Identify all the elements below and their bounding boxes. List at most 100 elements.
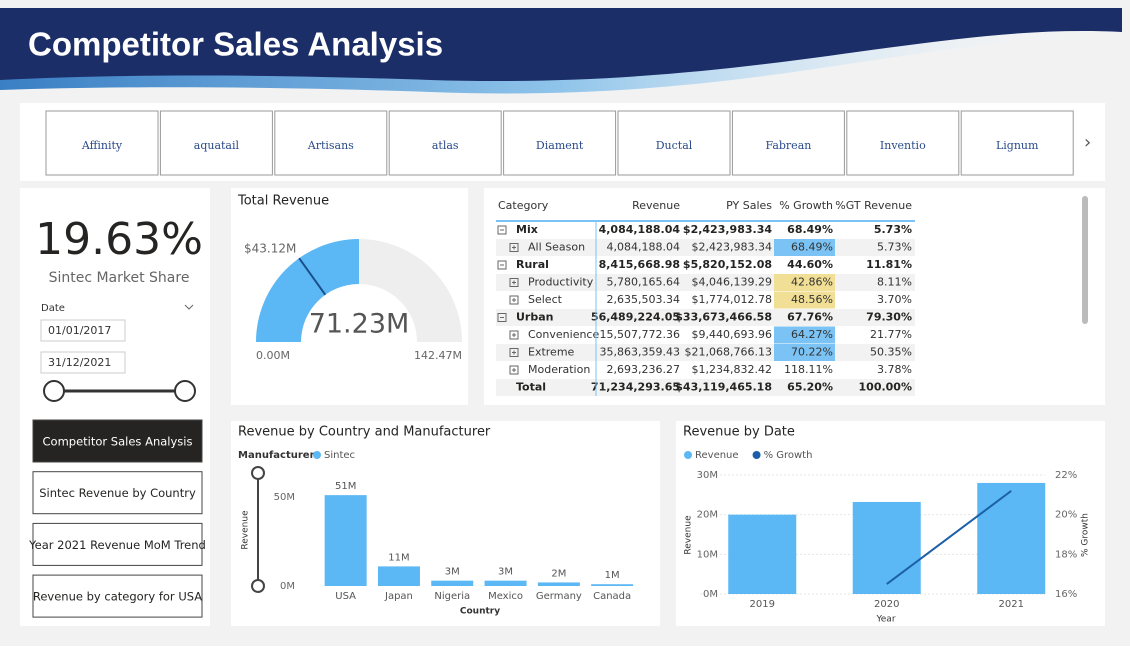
row-label: Urban xyxy=(516,311,554,324)
logo-tile[interactable] xyxy=(274,110,388,176)
row-label: Mix xyxy=(516,223,538,236)
column-header: Revenue xyxy=(632,199,680,212)
row-label: Total xyxy=(516,381,546,394)
row-label: Rural xyxy=(516,258,549,271)
slider-handle[interactable] xyxy=(174,380,196,402)
nav-button[interactable] xyxy=(32,419,203,463)
logo-tile[interactable] xyxy=(960,110,1074,176)
bar xyxy=(728,514,797,594)
logo-name: Lignum xyxy=(996,139,1039,152)
logo-tile[interactable] xyxy=(617,110,731,176)
logo-tile[interactable] xyxy=(846,110,960,176)
data-label: 51M xyxy=(335,481,356,492)
y-tick-label: 0M xyxy=(280,581,295,592)
y-axis-title: Revenue xyxy=(241,510,251,550)
expand-icon[interactable] xyxy=(509,295,519,305)
cell: 5.73% xyxy=(874,223,912,236)
cell: $1,774,012.78 xyxy=(692,293,772,306)
nav-label: Revenue by category for USA xyxy=(33,590,202,604)
next-arrow[interactable]: › xyxy=(1084,132,1091,153)
cell: $2,423,983.34 xyxy=(683,223,772,236)
cell: 8.11% xyxy=(877,276,912,289)
range-handle[interactable] xyxy=(251,579,265,593)
cell: 65.20% xyxy=(787,381,833,394)
bar xyxy=(484,580,527,586)
expand-icon[interactable] xyxy=(509,348,519,357)
expand-icon[interactable] xyxy=(509,243,519,252)
logo-tile[interactable] xyxy=(731,110,845,176)
cell: 70.22% xyxy=(791,346,833,359)
expand-icon[interactable] xyxy=(509,278,519,287)
cell-highlight xyxy=(774,344,835,361)
line xyxy=(886,490,1012,585)
logo-name: Diament xyxy=(536,139,584,152)
expand-icon[interactable] xyxy=(497,313,507,322)
cell: 2,635,503.34 xyxy=(607,293,680,306)
logo-name: Inventio xyxy=(880,139,926,152)
cell: $2,423,983.34 xyxy=(692,241,772,254)
data-label: 3M xyxy=(498,567,513,578)
row-band xyxy=(496,379,915,396)
logo-tile[interactable] xyxy=(503,110,617,176)
cell: $33,673,466.58 xyxy=(675,311,772,324)
date-end-box[interactable] xyxy=(40,351,126,374)
y-tick-label: 0M xyxy=(703,589,718,600)
nav-button[interactable] xyxy=(32,522,203,566)
logo-name: atlas xyxy=(432,139,459,152)
data-label: 11M xyxy=(388,552,409,563)
y-tick-label: 20M xyxy=(697,510,718,521)
row-label: Convenience xyxy=(528,328,599,341)
y2-tick-label: 22% xyxy=(1055,470,1077,481)
bar-panel xyxy=(231,421,660,626)
cell: 50.35% xyxy=(870,346,912,359)
bar xyxy=(852,501,921,594)
kpi-label: Sintec Market Share xyxy=(49,270,190,286)
row-label: Select xyxy=(528,293,563,306)
bar xyxy=(324,495,367,586)
expand-icon[interactable] xyxy=(497,225,507,235)
nav-label: Competitor Sales Analysis xyxy=(43,435,193,449)
x-tick-labels: USA Japan Nigeria Mexico Germany Canada xyxy=(335,591,631,602)
gauge-min: 0.00M xyxy=(256,349,290,362)
scrollbar[interactable] xyxy=(1082,196,1088,324)
expand-icon[interactable] xyxy=(509,330,519,340)
x-tick-label: Canada xyxy=(593,591,631,602)
header-band xyxy=(0,8,1122,82)
kpi-value: 19.63% xyxy=(35,214,203,265)
x-tick-label: Nigeria xyxy=(434,591,470,602)
cell: 71,234,293.65 xyxy=(591,381,680,394)
nav-button[interactable] xyxy=(32,471,203,515)
expand-icon[interactable] xyxy=(509,365,519,375)
bar xyxy=(377,566,420,586)
cell: 79.30% xyxy=(866,311,912,324)
cell: 4,084,188.04 xyxy=(607,241,680,254)
bar xyxy=(977,482,1046,594)
x-tick-label: Mexico xyxy=(488,591,523,602)
expand-icon[interactable] xyxy=(497,260,507,270)
range-handle[interactable] xyxy=(251,466,265,480)
cell: 44.60% xyxy=(787,258,833,271)
date-end: 31/12/2021 xyxy=(48,356,111,369)
logo-tile[interactable] xyxy=(159,110,273,176)
cell: 15,507,772.36 xyxy=(600,328,680,341)
cell: 5,780,165.64 xyxy=(607,276,680,289)
nav-button[interactable] xyxy=(32,574,203,618)
logo-tile[interactable] xyxy=(45,110,159,176)
logo-tile[interactable] xyxy=(388,110,502,176)
slider-handle[interactable] xyxy=(43,380,65,402)
logo-row: Affinity aquatail Artisans atlas Diament Duct… xyxy=(45,110,1074,176)
slicer-chevron[interactable] xyxy=(184,304,194,310)
date-start-box[interactable] xyxy=(40,319,126,342)
cell: 4,084,188.04 xyxy=(599,223,681,236)
data-label: 2M xyxy=(551,568,566,579)
cell: 67.76% xyxy=(787,311,833,324)
x-tick-label: 2021 xyxy=(999,599,1024,610)
bar xyxy=(591,584,634,586)
matrix-table: Category Revenue PY Sales % Growth %GT Reven… xyxy=(496,199,915,396)
column-header: Category xyxy=(498,199,549,212)
nav-buttons: Competitor Sales Analysis Sintec Revenue … xyxy=(28,419,206,618)
y-tick-label: 30M xyxy=(697,470,718,481)
legend-title: Manufacturer xyxy=(238,450,315,461)
cell: 5.73% xyxy=(877,241,912,254)
